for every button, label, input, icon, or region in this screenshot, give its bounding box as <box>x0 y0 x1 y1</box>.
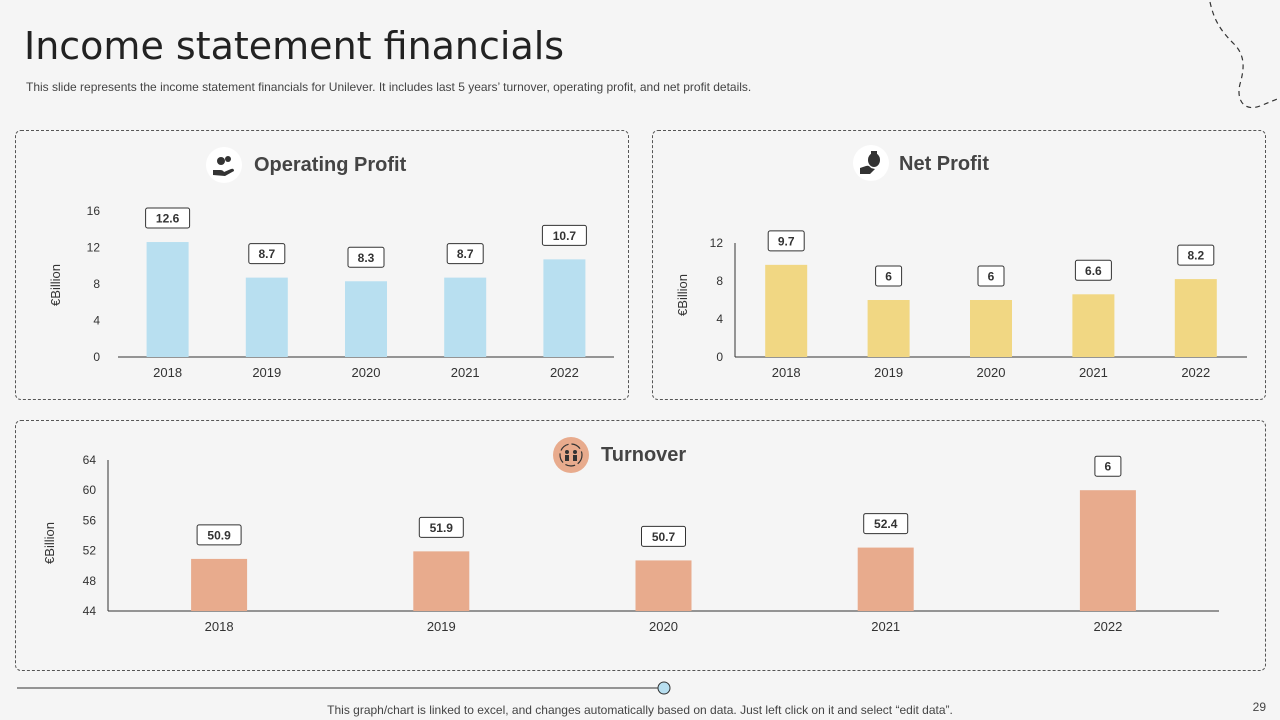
bar-2020 <box>970 300 1012 357</box>
x-tick-label: 2022 <box>1181 365 1210 380</box>
y-tick-label: 64 <box>83 453 97 467</box>
y-tick-label: 0 <box>716 350 723 364</box>
data-label-box <box>1177 244 1215 266</box>
bar-2021 <box>444 277 487 357</box>
data-label: 6 <box>1105 460 1112 474</box>
data-label-box <box>541 224 587 246</box>
page-title: Income statement financials <box>24 24 565 68</box>
data-label: 50.9 <box>207 528 231 542</box>
y-axis-label: €Billion <box>48 264 63 306</box>
data-label: 9.7 <box>778 234 795 248</box>
y-tick-label: 12 <box>710 236 724 250</box>
data-label: 6.6 <box>1085 264 1102 278</box>
x-tick-label: 2022 <box>1093 619 1122 634</box>
data-label-box <box>1074 259 1112 281</box>
x-tick-label: 2018 <box>205 619 234 634</box>
data-label-box <box>1094 455 1122 477</box>
bar-2018 <box>765 264 808 357</box>
progress-slider <box>17 681 671 695</box>
data-label: 12.6 <box>156 212 180 226</box>
operating-profit-title: Operating Profit <box>254 154 407 176</box>
data-label-box <box>196 524 242 546</box>
bar-2019 <box>413 551 470 611</box>
bar-2021 <box>1072 294 1115 357</box>
data-label: 6 <box>885 270 892 284</box>
data-label-box <box>767 230 805 252</box>
data-label-box <box>446 243 484 265</box>
net-profit-panel: Net Profit €Billion 0 4 8 12 9.7 6 6 6.6 8.2 2018… <box>652 130 1266 400</box>
y-tick-label: 4 <box>716 312 723 326</box>
data-label-box <box>641 525 686 547</box>
bar-2022 <box>1079 490 1136 611</box>
page-number: 29 <box>1252 700 1266 714</box>
data-label: 8.3 <box>358 251 375 265</box>
data-label: 6 <box>988 270 995 284</box>
x-tick-label: 2019 <box>252 365 281 380</box>
operating-profit-panel: Operating Profit €Billion 0 4 8 12 16 12.6 8.7… <box>15 130 629 400</box>
slider-handle <box>657 681 671 695</box>
decorative-dashed-curve <box>1209 1 1280 109</box>
hand-money-bag-icon <box>853 145 889 181</box>
y-tick-label: 44 <box>83 604 97 618</box>
x-tick-label: 2020 <box>352 365 381 380</box>
net-profit-title: Net Profit <box>899 153 989 175</box>
y-tick-label: 8 <box>716 274 723 288</box>
x-tick-label: 2022 <box>550 365 579 380</box>
x-tick-label: 2020 <box>977 365 1006 380</box>
data-label: 10.7 <box>553 229 577 243</box>
y-tick-label: 52 <box>83 544 97 558</box>
x-tick-label: 2019 <box>427 619 456 634</box>
x-tick-label: 2021 <box>451 365 480 380</box>
bar-2022 <box>543 259 586 357</box>
x-tick-label: 2021 <box>1079 365 1108 380</box>
data-label-box <box>145 207 191 229</box>
data-label-box <box>875 265 903 287</box>
y-tick-label: 48 <box>83 574 97 588</box>
turnover-title: Turnover <box>601 444 687 466</box>
x-tick-label: 2018 <box>153 365 182 380</box>
y-tick-label: 8 <box>93 277 100 291</box>
bar-2018 <box>191 558 248 611</box>
data-label-box <box>863 513 909 535</box>
footer-note: This graph/chart is linked to excel, and… <box>327 703 953 717</box>
y-axis-label: €Billion <box>675 274 690 316</box>
bar-2021 <box>857 547 914 611</box>
turnover-panel: Turnover €Billion 44 48 52 56 60 64 50.9 51.9 50… <box>15 420 1266 671</box>
bar-2020 <box>635 560 692 611</box>
data-label: 50.7 <box>652 530 676 544</box>
operating-profit-chart: €Billion 0 4 8 12 16 12.6 8.7 8.3 8.7 10.7 2018 201… <box>48 204 614 380</box>
data-label: 8.2 <box>1187 249 1204 263</box>
data-label-box <box>977 265 1005 287</box>
net-profit-chart: €Billion 0 4 8 12 9.7 6 6 6.6 8.2 2018 2019 2020 202… <box>675 230 1247 380</box>
data-label-box <box>347 246 385 268</box>
data-label: 8.7 <box>457 247 474 261</box>
y-tick-label: 4 <box>93 314 100 328</box>
data-label-box <box>418 516 464 538</box>
data-label: 52.4 <box>874 517 898 531</box>
bar-2018 <box>146 242 189 357</box>
data-label: 8.7 <box>258 247 275 261</box>
people-cycle-icon <box>553 437 589 473</box>
y-tick-label: 12 <box>87 241 101 255</box>
bar-2019 <box>867 300 910 357</box>
bar-2020 <box>345 281 387 357</box>
bar-2022 <box>1174 279 1217 357</box>
y-tick-label: 0 <box>93 350 100 364</box>
hand-gears-icon <box>206 147 242 183</box>
turnover-chart: €Billion 44 48 52 56 60 64 50.9 51.9 50.7 52.4 6 20… <box>42 453 1219 634</box>
data-label-box <box>248 243 286 265</box>
x-tick-label: 2021 <box>871 619 900 634</box>
page-subtitle: This slide represents the income stateme… <box>26 80 752 94</box>
y-tick-label: 16 <box>87 204 101 218</box>
y-axis-label: €Billion <box>42 522 57 564</box>
y-tick-label: 56 <box>83 513 97 527</box>
data-label: 51.9 <box>430 521 454 535</box>
x-tick-label: 2020 <box>649 619 678 634</box>
x-tick-label: 2018 <box>772 365 801 380</box>
y-tick-label: 60 <box>83 483 97 497</box>
x-tick-label: 2019 <box>874 365 903 380</box>
bar-2019 <box>245 277 288 357</box>
